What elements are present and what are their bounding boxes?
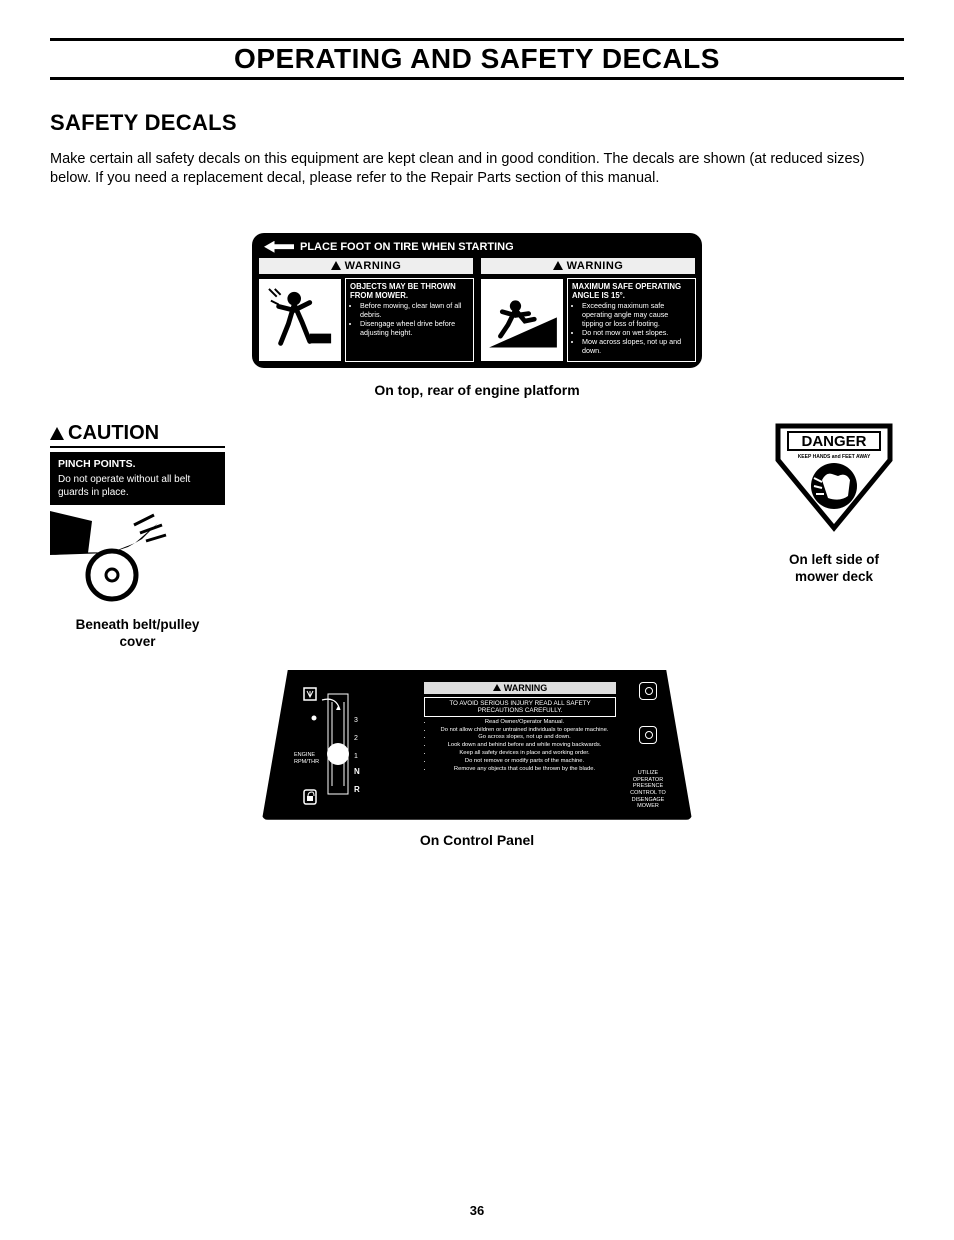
svg-text:N: N — [354, 767, 360, 776]
danger-decal: DANGER KEEP HANDS and FEET AWAY On left … — [764, 422, 904, 650]
caution-decal: CAUTION PINCH POINTS. Do not operate wit… — [50, 422, 225, 650]
warning-header-left: WARNING — [258, 257, 474, 275]
danger-caption: On left side of mower deck — [764, 552, 904, 586]
top-warning-decal: PLACE FOOT ON TIRE WHEN STARTING WARNING — [252, 233, 702, 368]
caution-caption: Beneath belt/pulley cover — [50, 617, 225, 649]
warning-triangle-icon — [553, 261, 563, 270]
keyhole-icon — [639, 726, 657, 744]
thrown-object-pictogram — [258, 278, 342, 362]
slope-pictogram — [480, 278, 564, 362]
caution-text-box: PINCH POINTS. Do not operate without all… — [50, 452, 225, 506]
warning-triangle-icon — [50, 427, 64, 440]
control-warning-text: WARNING TO AVOID SERIOUS INJURY READ ALL… — [424, 682, 616, 810]
warning-triangle-icon — [493, 684, 501, 691]
control-panel-decal: 3 2 1 N R ENGINE RPM/THR WARNING TO AVOI… — [262, 670, 692, 820]
control-caption: On Control Panel — [50, 832, 904, 848]
warning-panel-left: WARNING OBJECTS MAY BE THROWN FROM MOWER… — [258, 257, 474, 362]
page-title-bar: OPERATING AND SAFETY DECALS — [50, 38, 904, 80]
pinch-point-pictogram — [50, 511, 170, 611]
warning-triangle-icon — [331, 261, 341, 270]
warning-text-right: MAXIMUM SAFE OPERATING ANGLE IS 15°. Exc… — [567, 278, 696, 362]
control-warning-header: WARNING — [424, 682, 616, 694]
decal-top-text: PLACE FOOT ON TIRE WHEN STARTING — [300, 241, 514, 253]
page-number: 36 — [0, 1203, 954, 1218]
danger-label: DANGER — [801, 433, 866, 450]
svg-text:3: 3 — [354, 717, 358, 724]
throttle-diagram: 3 2 1 N R ENGINE RPM/THR — [284, 682, 414, 810]
svg-text:RPM/THR: RPM/THR — [294, 759, 319, 765]
warning-header-right: WARNING — [480, 257, 696, 275]
section-heading: SAFETY DECALS — [50, 110, 904, 136]
page-title: OPERATING AND SAFETY DECALS — [50, 43, 904, 75]
svg-text:R: R — [354, 785, 360, 794]
top-decal-caption: On top, rear of engine platform — [50, 382, 904, 398]
svg-text:2: 2 — [354, 735, 358, 742]
svg-text:1: 1 — [354, 753, 358, 760]
keyhole-icon — [639, 682, 657, 700]
danger-badge: DANGER KEEP HANDS and FEET AWAY — [774, 422, 894, 532]
left-arrow-icon — [264, 241, 294, 253]
caution-header: CAUTION — [50, 422, 225, 448]
svg-text:KEEP HANDS and FEET AWAY: KEEP HANDS and FEET AWAY — [798, 454, 871, 460]
svg-text:ENGINE: ENGINE — [294, 752, 315, 758]
warning-text-left: OBJECTS MAY BE THROWN FROM MOWER. Before… — [345, 278, 474, 362]
warning-panel-right: WARNING MAXIMUM SAFE OPERATING ANGLE IS … — [480, 257, 696, 362]
control-right-column: UTILIZE OPERATOR PRESENCE CONTROL TO DIS… — [626, 682, 670, 810]
decal-top-bar: PLACE FOOT ON TIRE WHEN STARTING — [258, 239, 696, 257]
intro-paragraph: Make certain all safety decals on this e… — [50, 150, 904, 188]
